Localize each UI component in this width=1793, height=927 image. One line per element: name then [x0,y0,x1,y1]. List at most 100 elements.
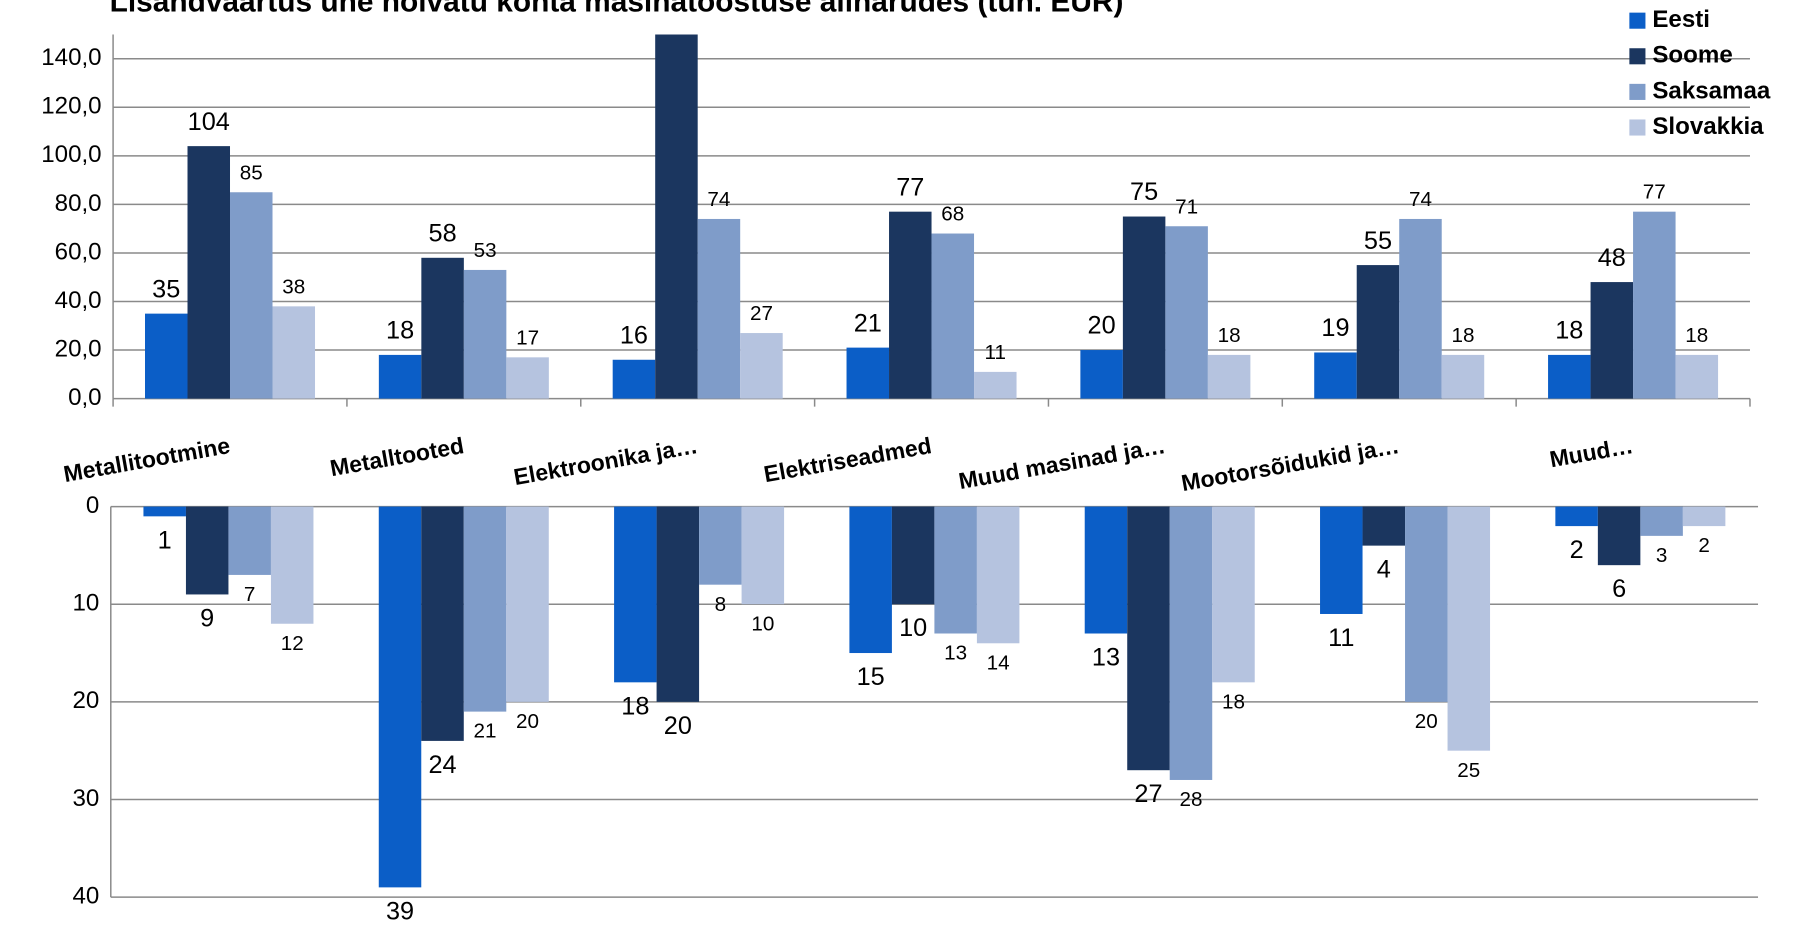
bar [463,269,507,399]
bar [1399,218,1442,399]
data-label: 53 [474,239,497,262]
data-label: 21 [854,309,882,337]
data-label: 8 [715,593,727,616]
data-label: 13 [944,642,967,665]
data-label: 17 [516,326,539,349]
bar [1675,354,1719,399]
data-label: 38 [282,275,305,298]
bar [1212,506,1255,683]
bar [976,506,1020,644]
data-label: 10 [751,612,774,635]
data-label: 25 [1457,759,1480,782]
legend-swatch [1629,119,1646,136]
data-label: 16 [620,321,648,349]
bar [1405,506,1448,702]
data-label: 58 [429,219,457,247]
data-label: 27 [1134,780,1162,808]
data-label: 74 [1409,188,1432,211]
y-tick-label: 30 [72,785,99,812]
data-label: 39 [386,897,414,925]
data-label: 35 [152,275,180,303]
bar [378,354,422,399]
data-label: 68 [941,203,964,226]
data-label: 18 [1222,690,1245,713]
legend-label: Soome [1652,42,1732,69]
data-label: 20 [664,712,692,740]
x-tick-label: Mootorsõidukid ja… [1179,432,1401,496]
bar [1080,350,1123,399]
data-label: 27 [750,302,773,325]
bar [741,506,785,605]
x-tick-label: Muud masinad ja… [957,432,1168,494]
bar [421,506,464,741]
bar [934,506,977,634]
data-label: 104 [188,108,230,136]
bar [1590,282,1634,399]
legend-swatch [1629,48,1646,65]
data-label: 71 [1175,195,1198,218]
x-tick-label: Elektroonika ja… [512,432,700,490]
y-tick-label: 140,0 [41,44,101,71]
data-label: 14 [987,651,1010,674]
bar [1548,354,1591,399]
bar [931,233,975,399]
bar [655,34,698,399]
bar [740,333,783,399]
y-tick-label: 120,0 [41,93,101,120]
data-label: 55 [1364,227,1392,255]
data-label: 9 [200,604,214,632]
x-tick-label: Metallitootmine [62,432,232,487]
bar [228,506,271,575]
bar [1122,216,1166,399]
bar [697,218,741,399]
bar [974,371,1017,399]
data-label: 19 [1321,314,1349,342]
bar [1447,506,1491,751]
bar [506,357,549,399]
bar [1555,506,1598,527]
legend-label: Slovakkia [1652,113,1764,140]
data-label: 3 [1656,544,1668,567]
data-label: 48 [1598,244,1626,272]
bar [1362,506,1406,546]
bars [143,506,1726,888]
bar [378,506,422,888]
bar [1314,352,1357,399]
y-tick-label: 60,0 [55,238,102,265]
data-label: 18 [386,317,414,345]
bar [1169,506,1213,780]
data-label: 11 [1328,624,1354,652]
data-label: 18 [621,692,649,720]
data-label: 75 [1130,178,1158,206]
data-label: 20 [1415,710,1438,733]
bar [1084,506,1128,634]
y-tick-label: 20,0 [55,335,102,362]
bar [889,211,932,399]
bar [612,359,656,399]
data-label: 77 [1643,181,1666,204]
data-label: 21 [474,720,497,743]
bar [1127,506,1170,771]
bar [185,506,229,595]
bar [187,146,231,399]
data-label: 24 [428,751,456,779]
data-label: 7 [244,583,256,606]
data-label: 13 [1092,643,1120,671]
data-label: 15 [857,663,885,691]
bar [1640,506,1683,536]
bar [891,506,935,605]
bar [849,506,892,654]
data-label: 4 [1377,556,1391,584]
data-label: 11 [985,341,1006,364]
bar [421,257,464,399]
bar [230,192,273,399]
legend-label: Eesti [1652,6,1710,33]
y-tick-label: 0,0 [68,384,102,411]
data-label: 28 [1179,788,1202,811]
y-tick-label: 20 [72,687,99,714]
legend-swatch [1629,83,1646,100]
data-label: 85 [240,161,263,184]
bar [1633,211,1676,399]
